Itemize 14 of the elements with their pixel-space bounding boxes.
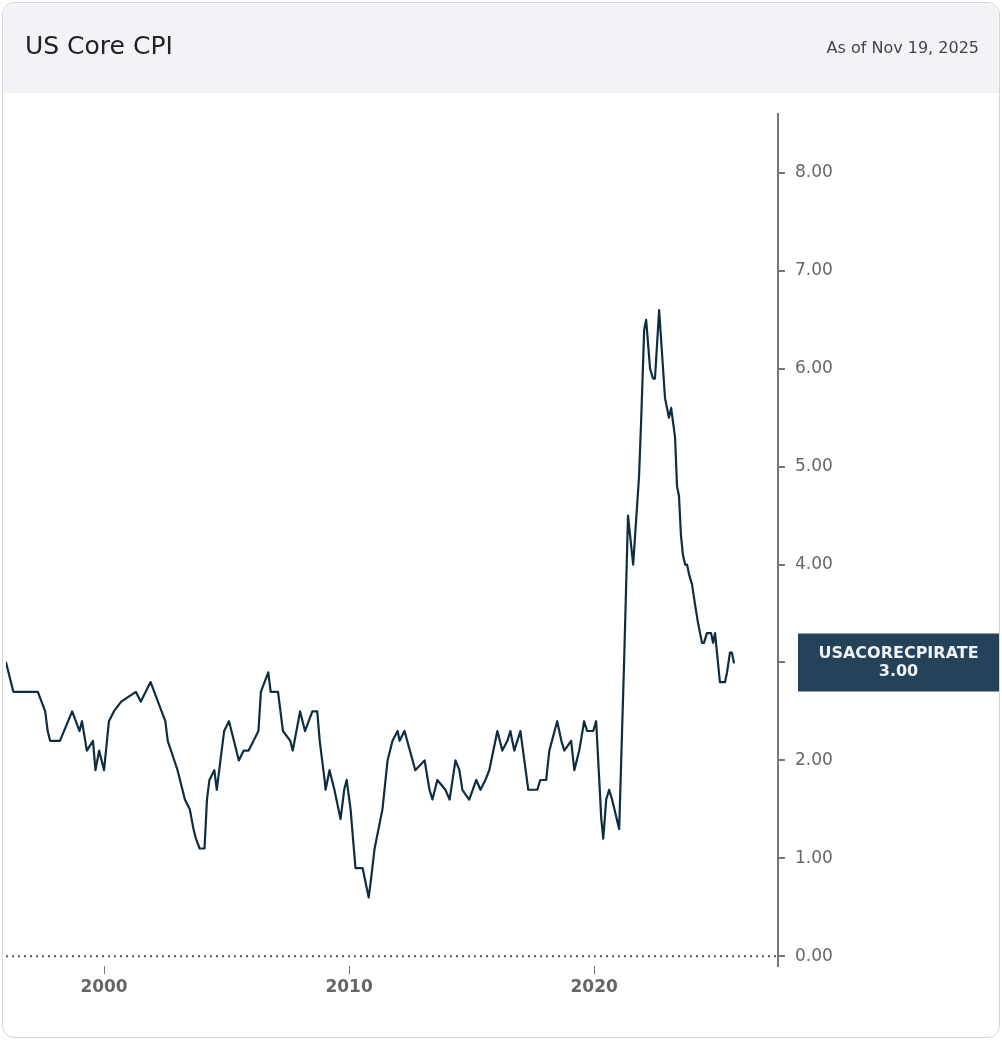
x-tick-label: 2010 bbox=[325, 975, 373, 996]
y-tick-label: 8.00 bbox=[795, 161, 833, 182]
y-tick-label: 5.00 bbox=[795, 455, 833, 476]
y-tick-label: 6.00 bbox=[795, 357, 833, 378]
y-tick-label: 2.00 bbox=[795, 748, 833, 769]
y-tick-label: 1.00 bbox=[795, 846, 833, 867]
x-tick-label: 2020 bbox=[570, 975, 619, 996]
text: USACORECPIRATE 3.00 bbox=[818, 642, 979, 680]
x-tick-label: 2000 bbox=[80, 975, 128, 996]
y-tick-label: 0.00 bbox=[795, 944, 833, 965]
chart-title: US Core CPI bbox=[25, 31, 173, 60]
y-tick-label: 4.00 bbox=[795, 553, 833, 573]
y-tick-label: 7.00 bbox=[795, 259, 833, 280]
text: As of Nov 19, 2025 bbox=[826, 38, 979, 57]
